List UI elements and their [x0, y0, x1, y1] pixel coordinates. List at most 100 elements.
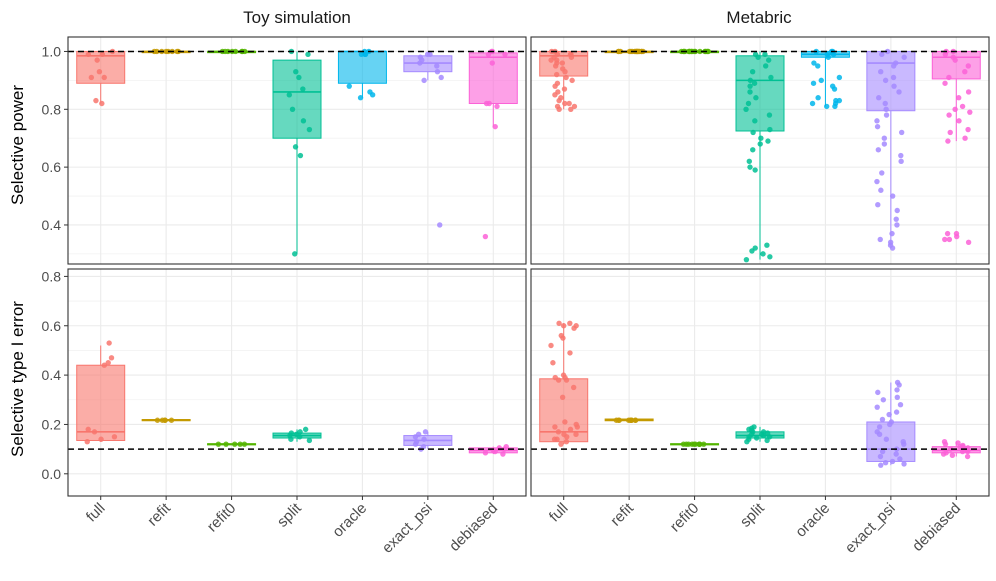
data-point	[697, 48, 703, 55]
data-point	[815, 63, 821, 69]
data-point	[875, 389, 881, 396]
data-point	[437, 222, 443, 228]
y-axis-title-type1: Selective type I error	[8, 301, 27, 457]
data-point	[98, 436, 104, 442]
data-point	[174, 48, 180, 55]
data-point	[93, 97, 99, 104]
data-point	[438, 74, 444, 81]
data-point	[946, 74, 952, 81]
data-point	[412, 434, 419, 440]
panel-selective-type-i-error-metabric: full refit refit0 split oracle exact_psi debia…	[530, 268, 990, 557]
data-point	[94, 57, 100, 63]
data-point	[346, 83, 352, 89]
box-exact_psi	[403, 51, 453, 228]
data-point	[962, 135, 968, 141]
data-point	[558, 441, 564, 447]
data-point	[296, 434, 303, 440]
data-point	[765, 138, 771, 144]
data-point	[960, 443, 966, 450]
data-point	[85, 51, 92, 58]
data-point	[897, 402, 904, 408]
data-point	[883, 112, 890, 118]
data-point	[881, 141, 888, 147]
box-body	[866, 421, 916, 462]
data-point	[942, 441, 949, 447]
data-point	[749, 248, 755, 254]
data-point	[959, 448, 966, 455]
data-point	[162, 417, 168, 423]
data-point	[569, 77, 575, 84]
data-point	[818, 77, 824, 84]
data-point	[766, 112, 773, 118]
x-tick-label: full	[83, 500, 109, 526]
data-point	[494, 103, 500, 110]
data-point	[893, 216, 899, 222]
data-point	[762, 51, 768, 58]
box-refit	[141, 417, 191, 423]
box-debiased	[468, 48, 518, 240]
x-tick-label: refit0	[204, 500, 240, 536]
y-tick-label: 1.0	[42, 43, 62, 59]
data-point	[556, 106, 562, 112]
data-point	[832, 103, 838, 110]
y-tick-label: 0.8	[42, 101, 62, 117]
data-point	[561, 86, 568, 92]
data-point	[965, 448, 971, 455]
data-point	[875, 147, 882, 153]
box-body	[468, 52, 518, 105]
box-exact_psi	[866, 48, 916, 251]
data-point	[567, 320, 573, 326]
data-point	[879, 448, 886, 455]
data-point	[942, 236, 948, 243]
data-point	[750, 129, 756, 136]
data-point	[965, 126, 971, 133]
data-point	[898, 129, 905, 136]
data-point	[760, 429, 767, 435]
data-point	[108, 355, 115, 361]
data-point	[306, 126, 313, 133]
data-point	[768, 74, 774, 81]
data-point	[878, 462, 884, 468]
data-point	[492, 123, 498, 130]
data-point	[882, 100, 888, 107]
box-refit0	[670, 441, 720, 447]
data-point	[548, 342, 554, 349]
data-point	[878, 187, 884, 193]
y-tick-label: 0.6	[42, 318, 62, 334]
data-point	[959, 103, 966, 110]
box-full	[76, 340, 126, 445]
data-point	[482, 450, 489, 456]
data-point	[571, 325, 577, 331]
panel-border	[530, 36, 990, 265]
box-oracle	[800, 48, 850, 110]
panel-selective-type-i-error-toy-simulation: 0.0 0.2 0.4 0.6 0.8 full refit refit0 split oracl…	[42, 268, 527, 557]
data-point	[106, 340, 112, 346]
data-point	[898, 152, 904, 159]
data-point	[559, 394, 566, 401]
box-debiased	[468, 443, 518, 457]
data-point	[568, 54, 575, 60]
data-point	[241, 441, 248, 447]
data-point	[947, 129, 953, 136]
data-point	[894, 387, 900, 393]
data-point	[810, 80, 817, 86]
data-point	[573, 431, 579, 438]
data-point	[946, 112, 952, 118]
data-point	[952, 57, 958, 63]
x-tick-label: refit	[607, 499, 637, 529]
data-point	[696, 441, 702, 447]
box-refit0	[207, 441, 257, 447]
data-point	[949, 452, 956, 458]
data-point	[482, 233, 489, 240]
data-point	[626, 48, 633, 55]
data-point	[956, 118, 962, 124]
data-point	[942, 80, 948, 86]
data-point	[560, 66, 566, 72]
data-point	[288, 436, 294, 442]
data-point	[748, 431, 755, 438]
data-point	[967, 109, 973, 115]
data-point	[561, 431, 567, 438]
data-point	[764, 242, 770, 248]
data-point	[751, 80, 758, 86]
